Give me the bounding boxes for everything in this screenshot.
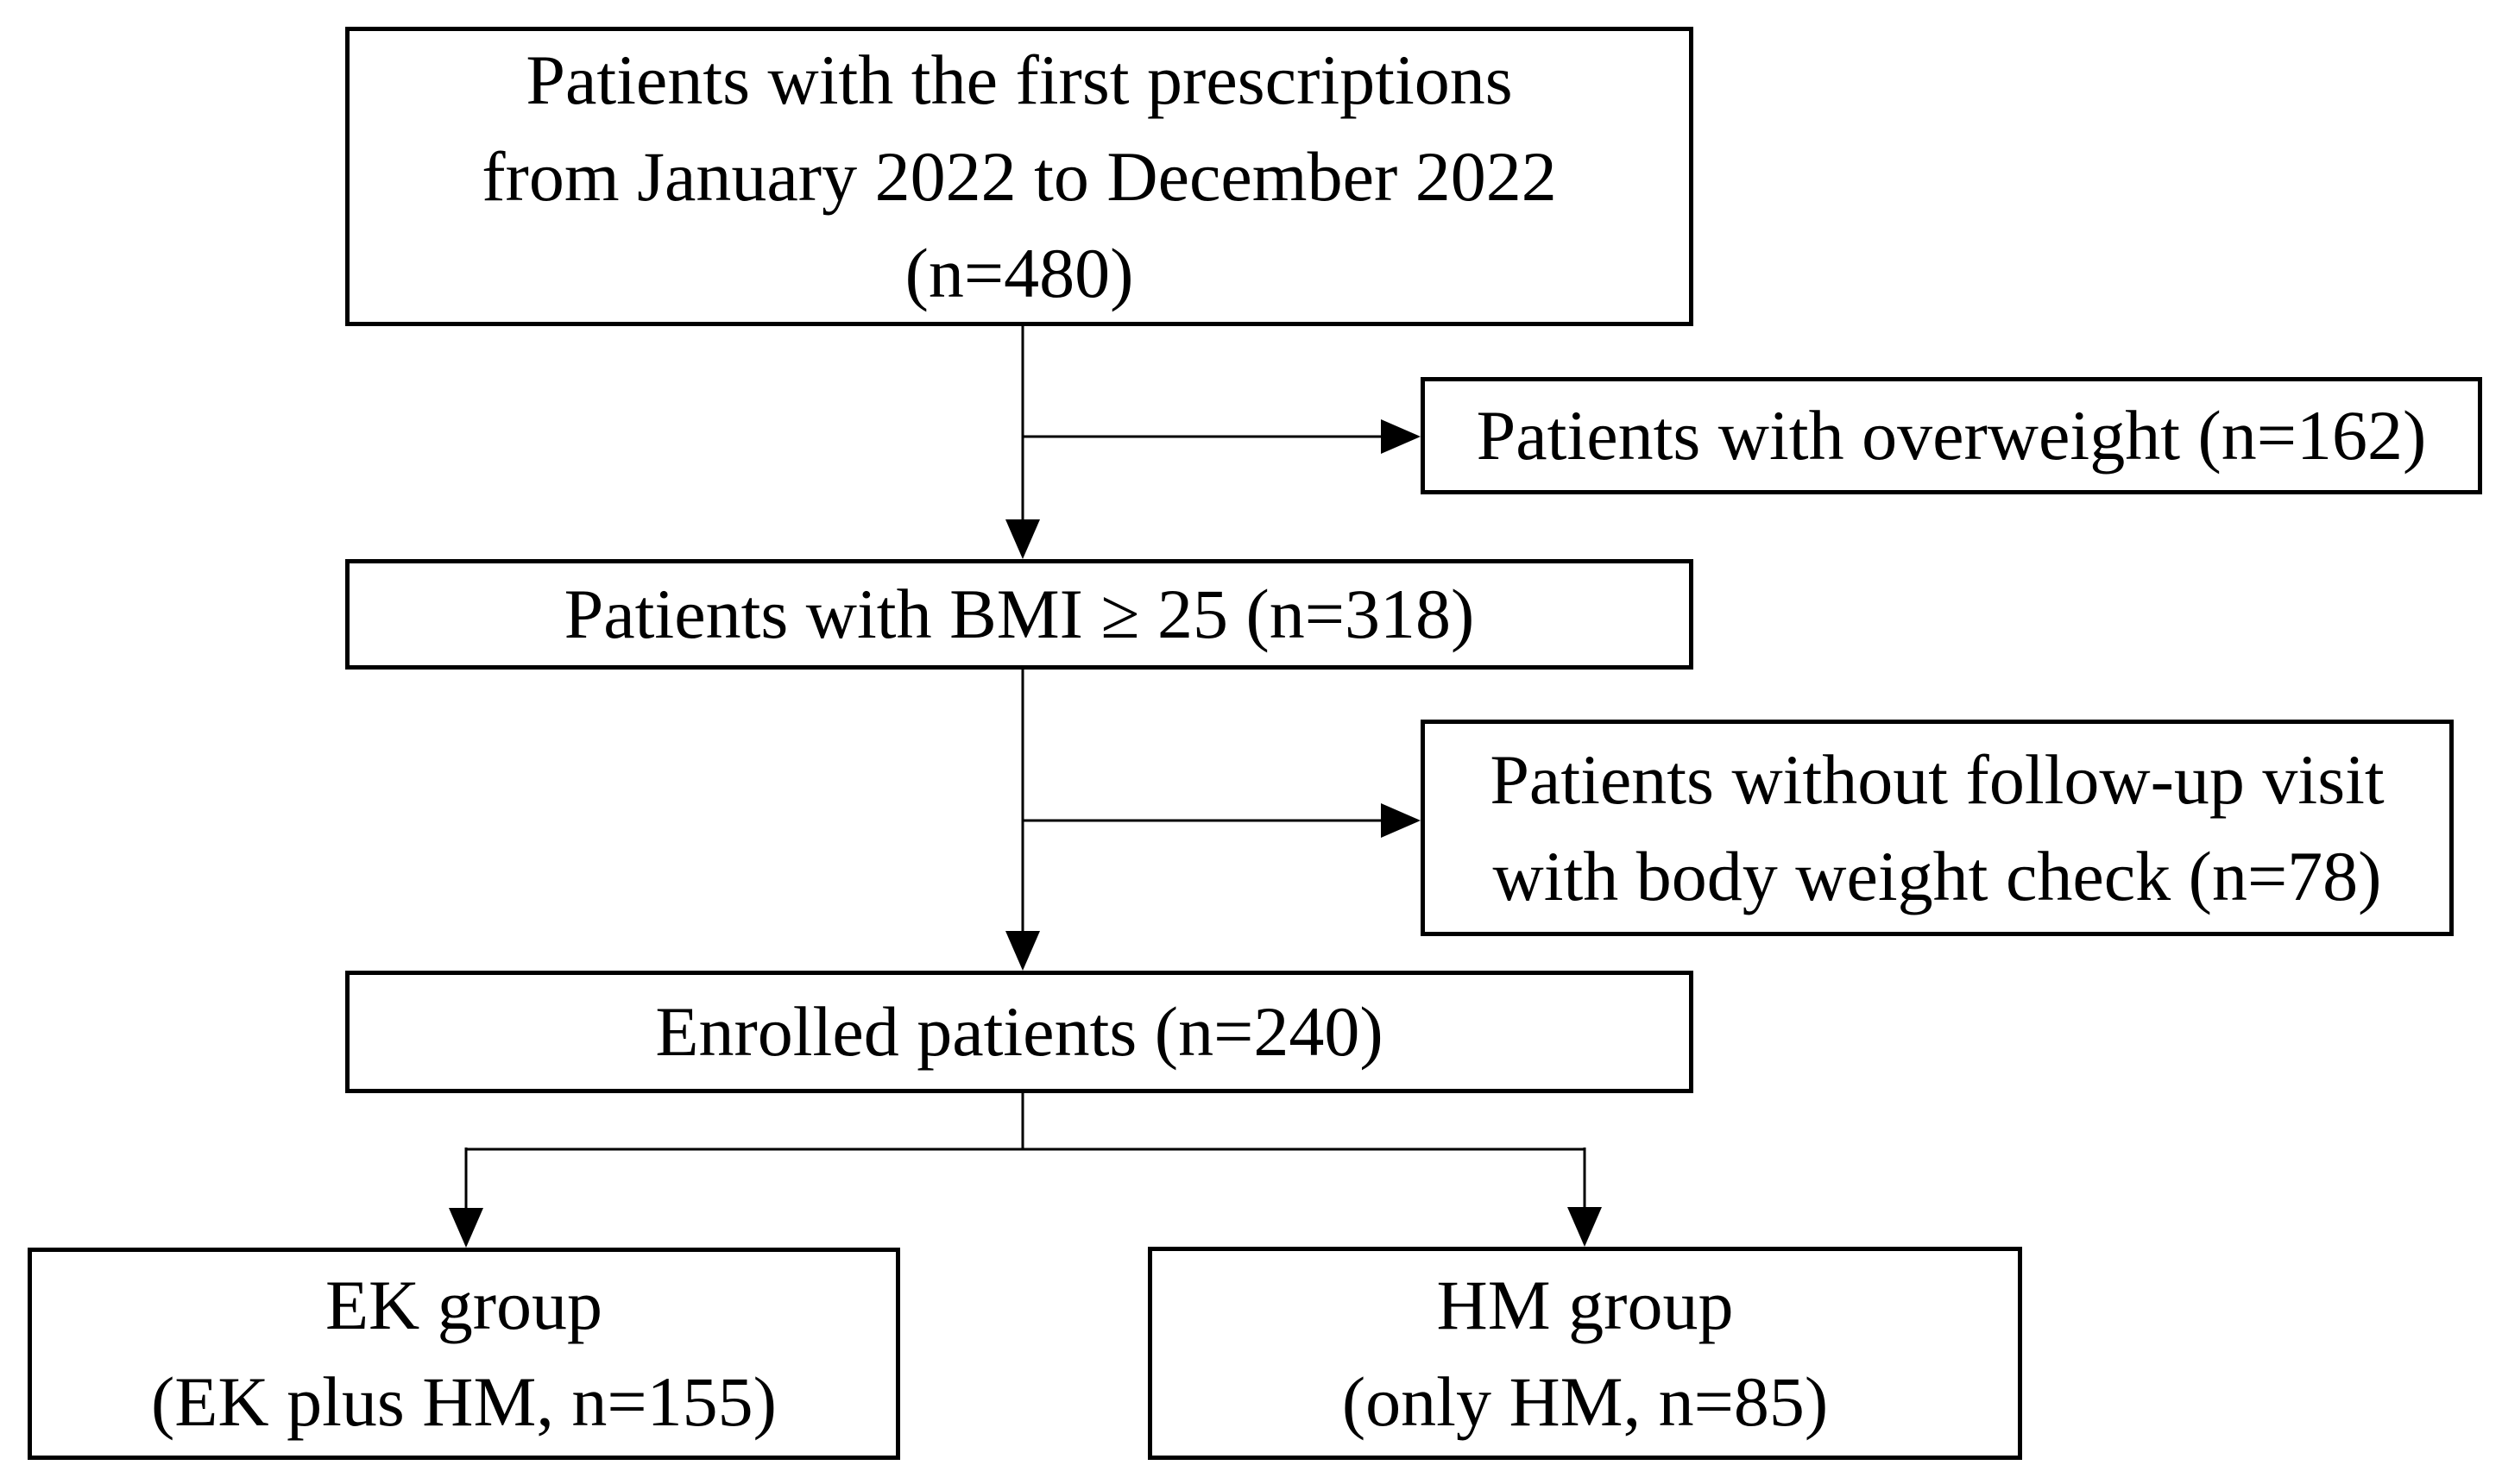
box-first-prescriptions-line-2: from January 2022 to December 2022 [482,136,1557,216]
arrowhead-to-bmi [1005,519,1040,559]
box-first-prescriptions-count: (n=480) [904,233,1134,312]
box-ek-group: EK group (EK plus HM, n=155) [28,1248,900,1460]
box-first-prescriptions: Patients with the first prescriptions fr… [345,27,1693,326]
box-overweight-excluded: Patients with overweight (n=162) [1421,377,2482,494]
box-first-prescriptions-line-1: Patients with the first prescriptions [526,40,1513,119]
box-ek-group-line-2: (EK plus HM, n=155) [151,1362,777,1441]
box-ek-group-line-1: EK group [325,1266,603,1344]
box-enrolled-line-1: Enrolled patients (n=240) [655,992,1383,1071]
box-hm-group-line-2: (only HM, n=85) [1341,1361,1829,1441]
box-bmi-included: Patients with BMI ≥ 25 (n=318) [345,559,1693,670]
arrowhead-to-hm [1567,1207,1602,1247]
arrowhead-to-ek [449,1208,483,1248]
arrowhead-to-enrolled [1005,931,1040,971]
arrowhead-to-overweight [1381,419,1421,454]
box-hm-group: HM group (only HM, n=85) [1148,1247,2022,1460]
box-no-followup-excluded: Patients without follow-up visit with bo… [1421,720,2454,936]
box-no-followup-excluded-line-2: with body weight check (n=78) [1492,836,2382,915]
box-bmi-included-line-1: Patients with BMI ≥ 25 (n=318) [564,575,1475,653]
box-overweight-excluded-line-1: Patients with overweight (n=162) [1476,396,2427,475]
arrowhead-to-followup [1381,803,1421,838]
box-hm-group-line-1: HM group [1436,1265,1734,1344]
box-no-followup-excluded-line-1: Patients without follow-up visit [1490,739,2385,819]
box-enrolled: Enrolled patients (n=240) [345,971,1693,1093]
